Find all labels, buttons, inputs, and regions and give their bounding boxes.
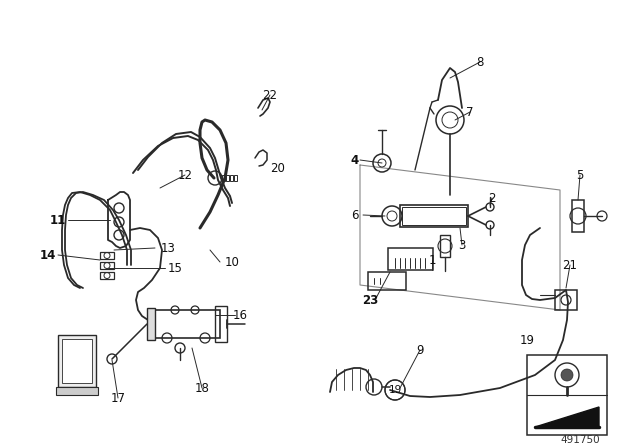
Text: 2: 2 bbox=[488, 191, 496, 204]
Text: 19: 19 bbox=[520, 333, 534, 346]
Bar bbox=[388, 248, 433, 270]
Bar bbox=[440, 235, 450, 257]
Text: 19: 19 bbox=[388, 385, 402, 395]
Bar bbox=[155, 310, 220, 338]
Bar bbox=[58, 335, 96, 387]
Text: 22: 22 bbox=[262, 89, 278, 102]
Text: 9: 9 bbox=[416, 344, 424, 357]
Text: 21: 21 bbox=[563, 258, 577, 271]
Bar bbox=[147, 308, 155, 340]
Bar bbox=[100, 252, 114, 259]
Bar bbox=[572, 200, 584, 232]
Bar bbox=[402, 207, 466, 225]
Text: 23: 23 bbox=[362, 293, 378, 306]
Circle shape bbox=[561, 369, 573, 381]
Bar bbox=[234, 175, 237, 181]
Bar bbox=[100, 262, 114, 269]
Bar bbox=[222, 175, 225, 181]
Text: 8: 8 bbox=[476, 56, 484, 69]
Bar bbox=[56, 387, 98, 395]
Text: 6: 6 bbox=[351, 208, 359, 221]
Bar bbox=[100, 272, 114, 279]
Text: 5: 5 bbox=[576, 168, 584, 181]
Bar bbox=[230, 175, 233, 181]
Text: 17: 17 bbox=[111, 392, 125, 405]
Bar bbox=[226, 175, 229, 181]
Bar bbox=[215, 306, 227, 342]
Text: 20: 20 bbox=[271, 161, 285, 175]
Text: 13: 13 bbox=[161, 241, 175, 254]
Text: 18: 18 bbox=[195, 382, 209, 395]
Text: 7: 7 bbox=[467, 105, 474, 119]
Text: 12: 12 bbox=[177, 168, 193, 181]
Text: 10: 10 bbox=[225, 255, 239, 268]
Text: 4: 4 bbox=[351, 154, 359, 167]
Bar bbox=[555, 290, 577, 310]
Bar bbox=[62, 339, 92, 383]
Text: 491750: 491750 bbox=[560, 435, 600, 445]
Text: 1: 1 bbox=[428, 254, 436, 267]
Text: 15: 15 bbox=[168, 262, 182, 275]
Text: 3: 3 bbox=[458, 238, 466, 251]
Text: 14: 14 bbox=[40, 249, 56, 262]
Text: 11: 11 bbox=[50, 214, 66, 227]
Bar bbox=[368, 272, 406, 290]
Polygon shape bbox=[535, 407, 599, 427]
Bar bbox=[527, 355, 607, 435]
Bar bbox=[400, 205, 468, 227]
Text: 16: 16 bbox=[232, 309, 248, 322]
